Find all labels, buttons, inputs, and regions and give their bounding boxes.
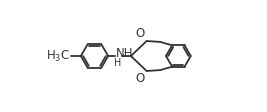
Text: H: H — [114, 58, 122, 68]
Text: O: O — [136, 72, 145, 85]
Text: NH: NH — [116, 47, 133, 60]
Text: H$_3$C: H$_3$C — [46, 48, 70, 64]
Text: O: O — [136, 27, 145, 40]
